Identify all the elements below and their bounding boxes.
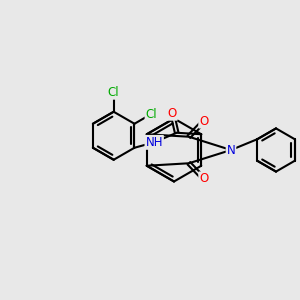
Text: Cl: Cl <box>108 86 119 99</box>
Text: O: O <box>168 107 177 120</box>
Text: O: O <box>199 115 208 128</box>
Text: Cl: Cl <box>146 107 157 121</box>
Text: O: O <box>199 172 208 185</box>
Text: N: N <box>226 143 236 157</box>
Text: NH: NH <box>146 136 163 149</box>
